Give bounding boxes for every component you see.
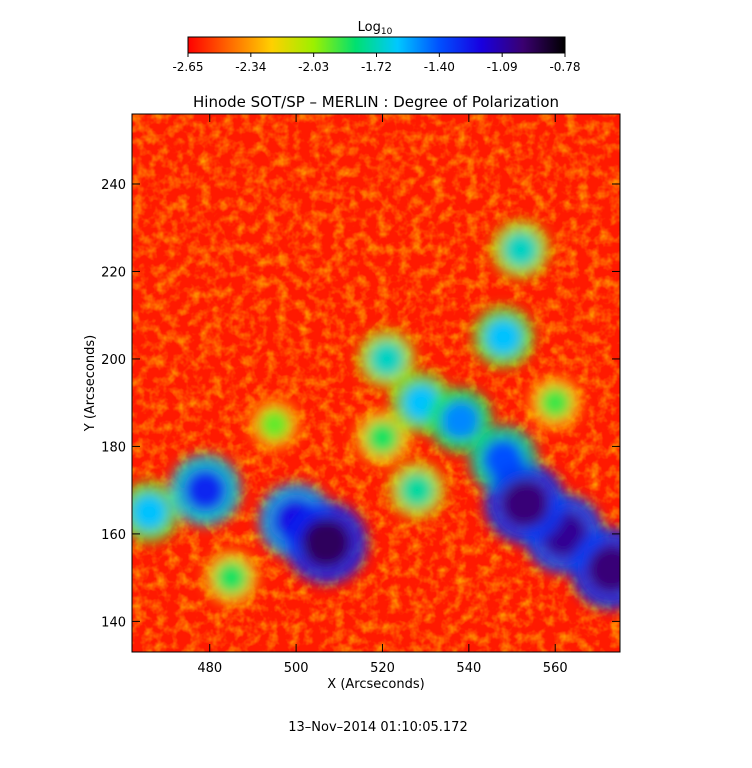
colorbar-ticks: -2.65 -2.34 -2.03 -1.72 -1.40 -1.09 -0.78: [172, 53, 581, 74]
colorbar: [187, 36, 566, 54]
colorbar-tick-label: -2.34: [235, 60, 266, 74]
timestamp: 13–Nov–2014 01:10:05.172: [288, 720, 467, 735]
heatmap-blob: [500, 479, 550, 528]
x-tick-label: 560: [543, 661, 568, 676]
heatmap-blob: [369, 341, 405, 377]
colorbar-tick-label: -2.65: [172, 60, 203, 74]
y-axis: 140 160 180 200 220 240: [101, 178, 620, 630]
colorbar-tick-label: -1.09: [487, 60, 518, 74]
colorbar-label: Log10: [358, 20, 393, 37]
heatmap-blob: [259, 409, 290, 440]
y-tick-label: 140: [101, 615, 126, 630]
plot-frame: [131, 113, 621, 653]
heatmap-blob: [503, 232, 539, 268]
x-axis: 480 500 520 540 560: [197, 114, 568, 676]
heatmap-blob: [132, 493, 168, 531]
heatmap-blob: [587, 544, 620, 594]
colorbar-tick-label: -2.03: [298, 60, 329, 74]
y-tick-label: 200: [101, 353, 126, 368]
heatmap-blob: [484, 318, 522, 356]
chart-title: Hinode SOT/SP – MERLIN : Degree of Polar…: [193, 93, 559, 111]
x-tick-label: 540: [456, 661, 481, 676]
heatmap-features: [132, 220, 620, 610]
heatmap-blob: [215, 561, 248, 594]
y-tick-label: 180: [101, 440, 126, 455]
heatmap-blob: [184, 468, 227, 512]
y-tick-label: 220: [101, 265, 126, 280]
y-axis-label: Y (Arcseconds): [83, 335, 98, 432]
heatmap-image: [132, 114, 620, 652]
heatmap-blob: [366, 421, 399, 454]
x-tick-label: 520: [370, 661, 395, 676]
heatmap-blob: [440, 400, 480, 440]
x-tick-label: 480: [197, 661, 222, 676]
x-axis-label: X (Arcseconds): [327, 677, 424, 692]
x-tick-label: 500: [284, 661, 309, 676]
colorbar-tick-label: -1.40: [424, 60, 455, 74]
y-tick-label: 240: [101, 178, 126, 193]
heatmap-blob: [301, 517, 352, 568]
heatmap-blob: [539, 387, 571, 419]
y-tick-label: 160: [101, 528, 126, 543]
colorbar-tick-label: -1.72: [361, 60, 392, 74]
heatmap-blob: [399, 473, 435, 508]
colorbar-tick-label: -0.78: [549, 60, 580, 74]
